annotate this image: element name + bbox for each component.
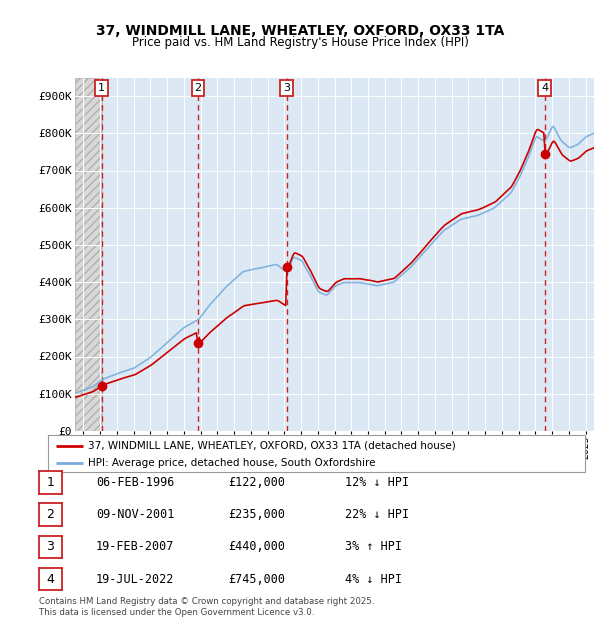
Text: 09-NOV-2001: 09-NOV-2001 [96, 508, 175, 521]
Text: 12% ↓ HPI: 12% ↓ HPI [345, 476, 409, 489]
Text: 4: 4 [46, 573, 55, 585]
Text: 1: 1 [98, 83, 105, 93]
Text: 37, WINDMILL LANE, WHEATLEY, OXFORD, OX33 1TA (detached house): 37, WINDMILL LANE, WHEATLEY, OXFORD, OX3… [88, 441, 456, 451]
Text: 06-FEB-1996: 06-FEB-1996 [96, 476, 175, 489]
Text: £122,000: £122,000 [228, 476, 285, 489]
Text: 37, WINDMILL LANE, WHEATLEY, OXFORD, OX33 1TA: 37, WINDMILL LANE, WHEATLEY, OXFORD, OX3… [96, 24, 504, 38]
Text: £440,000: £440,000 [228, 541, 285, 553]
Text: HPI: Average price, detached house, South Oxfordshire: HPI: Average price, detached house, Sout… [88, 458, 376, 468]
Text: 22% ↓ HPI: 22% ↓ HPI [345, 508, 409, 521]
Text: 1: 1 [46, 476, 55, 489]
Bar [75, 78, 102, 431]
Text: 3: 3 [46, 541, 55, 553]
Text: This data is licensed under the Open Government Licence v3.0.: This data is licensed under the Open Gov… [39, 608, 314, 617]
Text: 2: 2 [46, 508, 55, 521]
Text: 19-JUL-2022: 19-JUL-2022 [96, 573, 175, 585]
Text: 4: 4 [541, 83, 548, 93]
Bar [75, 78, 102, 431]
Bar [102, 78, 594, 431]
Text: 3% ↑ HPI: 3% ↑ HPI [345, 541, 402, 553]
Text: 4% ↓ HPI: 4% ↓ HPI [345, 573, 402, 585]
Text: Contains HM Land Registry data © Crown copyright and database right 2025.: Contains HM Land Registry data © Crown c… [39, 597, 374, 606]
Text: 2: 2 [194, 83, 202, 93]
Text: 19-FEB-2007: 19-FEB-2007 [96, 541, 175, 553]
Text: £745,000: £745,000 [228, 573, 285, 585]
Text: 3: 3 [283, 83, 290, 93]
Text: Price paid vs. HM Land Registry's House Price Index (HPI): Price paid vs. HM Land Registry's House … [131, 36, 469, 49]
Text: £235,000: £235,000 [228, 508, 285, 521]
